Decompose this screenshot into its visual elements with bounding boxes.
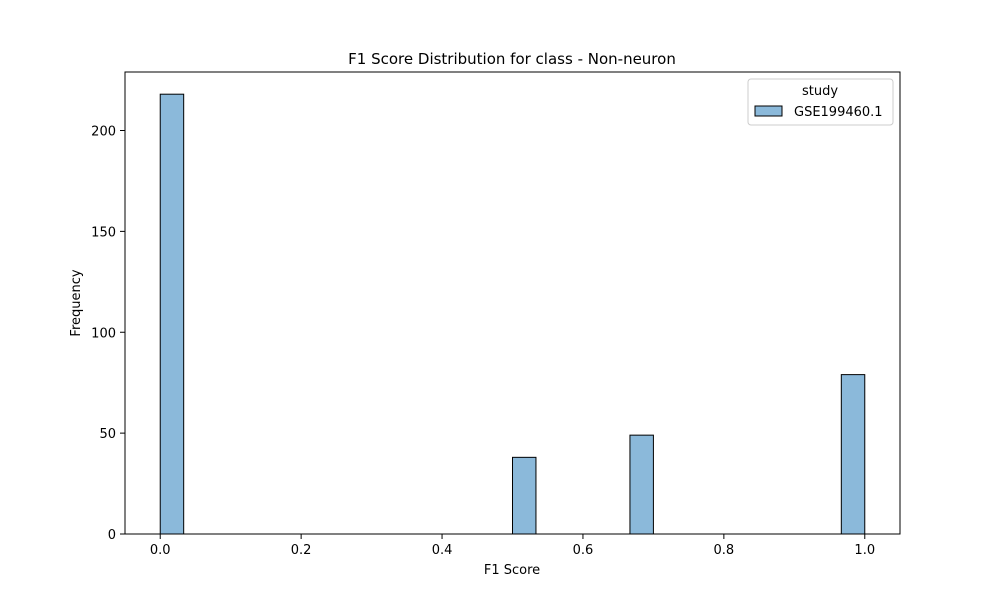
histogram-bar [629,434,654,535]
y-tick-label: 150 [91,225,116,240]
histogram-bar [840,374,866,535]
x-tick-label: 0.8 [714,543,735,558]
y-tick-label: 200 [91,125,116,140]
legend-swatch [754,105,783,117]
legend-label: GSE199460.1 [794,105,883,120]
x-tick-label: 1.0 [854,543,875,558]
y-tick-label: 50 [99,427,116,442]
x-tick-label: 0.2 [291,543,312,558]
y-axis-label: Frequency [69,269,84,336]
x-axis-ticks: 0.0 0.2 0.4 0.6 0.8 1.0 [150,534,875,558]
x-tick-label: 0.4 [432,543,453,558]
legend-title: study [802,84,838,99]
histogram-bar [159,93,185,535]
bars-group [159,93,866,535]
x-tick-label: 0.0 [150,543,171,558]
y-tick-label: 100 [91,326,116,341]
x-tick-label: 0.6 [573,543,594,558]
x-axis-label: F1 Score [484,563,540,578]
y-axis-ticks: 0 50 100 150 200 [91,125,125,543]
chart-title: F1 Score Distribution for class - Non-ne… [348,50,676,68]
plot-frame [124,71,901,535]
legend: study GSE199460.1 [747,78,894,126]
histogram-bar [512,456,537,535]
y-tick-label: 0 [108,528,116,543]
legend-box [747,78,894,126]
